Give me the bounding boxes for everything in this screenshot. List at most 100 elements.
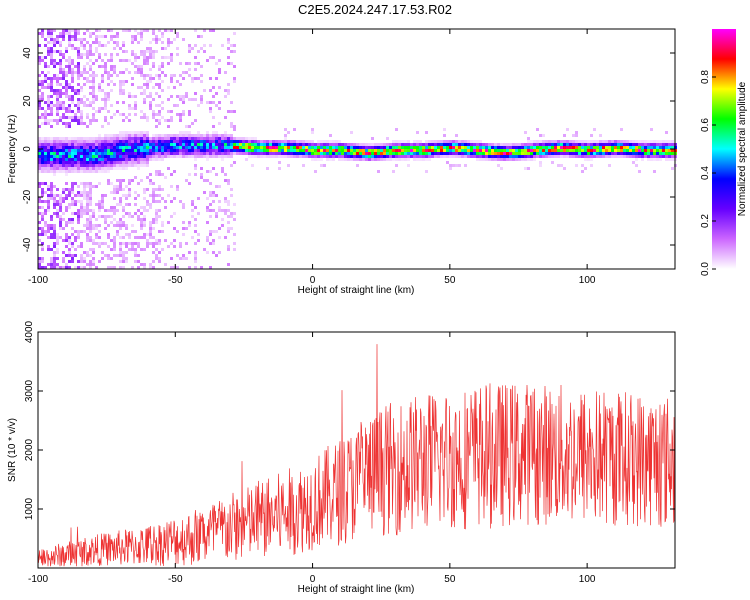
spectrogram-cell bbox=[155, 149, 158, 152]
spectrogram-cell bbox=[260, 155, 263, 158]
spectrogram-cell bbox=[44, 182, 47, 185]
spectrogram-cell bbox=[254, 137, 257, 140]
spectrogram-cell bbox=[542, 155, 545, 158]
spectrogram-cell bbox=[98, 110, 101, 113]
spectrogram-cell bbox=[218, 107, 221, 110]
spectrogram-cell bbox=[626, 155, 629, 158]
spectrogram-cell bbox=[644, 152, 647, 155]
spectrogram-cell bbox=[125, 224, 128, 227]
spectrogram-cell bbox=[326, 143, 329, 146]
spectrogram-cell bbox=[122, 41, 125, 44]
spectrogram-cell bbox=[509, 155, 512, 158]
spectrogram-cell bbox=[332, 146, 335, 149]
spectrogram-cell bbox=[56, 209, 59, 212]
spectrogram-cell bbox=[227, 134, 230, 137]
spectrogram-cell bbox=[194, 68, 197, 71]
spectrogram-cell bbox=[614, 143, 617, 146]
spectrogram-cell bbox=[383, 152, 386, 155]
spectrogram-cell bbox=[362, 158, 365, 161]
spectrogram-cell bbox=[113, 158, 116, 161]
spectrogram-cell bbox=[575, 149, 578, 152]
spectrogram-cell bbox=[296, 140, 299, 143]
spectrogram-cell bbox=[542, 134, 545, 137]
spectrogram-cell bbox=[575, 131, 578, 134]
spectrogram-cell bbox=[74, 32, 77, 35]
spectrogram-cell bbox=[296, 149, 299, 152]
spectrogram-cell bbox=[215, 215, 218, 218]
spectrogram-cell bbox=[254, 146, 257, 149]
spectrogram-cell bbox=[98, 167, 101, 170]
spectrogram-cell bbox=[230, 155, 233, 158]
spectrogram-cell bbox=[44, 161, 47, 164]
spectrogram-cell bbox=[119, 137, 122, 140]
spectrogram-cell bbox=[113, 134, 116, 137]
spectrogram-cell bbox=[194, 143, 197, 146]
spectrogram-cell bbox=[44, 200, 47, 203]
spectrogram-cell bbox=[194, 146, 197, 149]
spectrogram-cell bbox=[365, 155, 368, 158]
spectrogram-cell bbox=[284, 149, 287, 152]
spectrogram-cell bbox=[104, 137, 107, 140]
spectrogram-cell bbox=[215, 104, 218, 107]
spectrogram-cell bbox=[233, 125, 236, 128]
spectrogram-cell bbox=[203, 179, 206, 182]
spectrogram-cell bbox=[80, 200, 83, 203]
spectrogram-cell bbox=[206, 239, 209, 242]
spectrogram-cell bbox=[227, 89, 230, 92]
spectrogram-cell bbox=[62, 35, 65, 38]
spectrogram-cell bbox=[194, 44, 197, 47]
spectrogram-cell bbox=[170, 185, 173, 188]
spectrogram-cell bbox=[530, 146, 533, 149]
spectrogram-cell bbox=[596, 143, 599, 146]
spectrogram-cell bbox=[122, 167, 125, 170]
spectrogram-cell bbox=[479, 143, 482, 146]
spectrogram-cell bbox=[152, 56, 155, 59]
spectrogram-cell bbox=[581, 170, 584, 173]
spectrogram-cell bbox=[218, 140, 221, 143]
spectrogram-cell bbox=[431, 140, 434, 143]
spectrogram-cell bbox=[518, 158, 521, 161]
spectrogram-cell bbox=[332, 155, 335, 158]
spectrogram-cell bbox=[650, 152, 653, 155]
spectrogram-cell bbox=[608, 152, 611, 155]
spectrogram-cell bbox=[170, 215, 173, 218]
spectrogram-cell bbox=[143, 146, 146, 149]
spectrogram-cell bbox=[326, 155, 329, 158]
spectrogram-cell bbox=[443, 128, 446, 131]
spectrogram-cell bbox=[161, 32, 164, 35]
spectrogram-cell bbox=[149, 263, 152, 266]
spectrogram-cell bbox=[221, 158, 224, 161]
spectrogram-cell bbox=[146, 137, 149, 140]
spectrogram-cell bbox=[170, 149, 173, 152]
spectrogram-cell bbox=[356, 152, 359, 155]
spectrogram-cell bbox=[530, 143, 533, 146]
spectrogram-cell bbox=[83, 95, 86, 98]
spectrogram-cell bbox=[71, 77, 74, 80]
spectrogram-cell bbox=[203, 149, 206, 152]
spectrogram-cell bbox=[173, 74, 176, 77]
spectrogram-cell bbox=[62, 191, 65, 194]
spectrogram-cell bbox=[164, 134, 167, 137]
spectrogram-cell bbox=[116, 191, 119, 194]
spectrogram-cell bbox=[173, 143, 176, 146]
spectrogram-cell bbox=[50, 110, 53, 113]
spectrogram-cell bbox=[92, 227, 95, 230]
spectrogram-cell bbox=[392, 152, 395, 155]
spectrogram-cell bbox=[284, 152, 287, 155]
spectrogram-cell bbox=[137, 134, 140, 137]
spectrogram-cell bbox=[143, 206, 146, 209]
spectrogram-cell bbox=[56, 242, 59, 245]
spectrogram-cell bbox=[218, 134, 221, 137]
spectrogram-cell bbox=[344, 149, 347, 152]
spectrogram-cell bbox=[167, 98, 170, 101]
spectrogram-cell bbox=[50, 113, 53, 116]
spectrogram-cell bbox=[92, 95, 95, 98]
spectrogram-cell bbox=[107, 137, 110, 140]
spectrogram-cell bbox=[512, 143, 515, 146]
spectrogram-cell bbox=[134, 146, 137, 149]
spectrogram-cell bbox=[113, 224, 116, 227]
spectrogram-cell bbox=[68, 59, 71, 62]
spectrogram-cell bbox=[158, 86, 161, 89]
spectrogram-cell bbox=[164, 140, 167, 143]
spectrogram-cell bbox=[74, 194, 77, 197]
